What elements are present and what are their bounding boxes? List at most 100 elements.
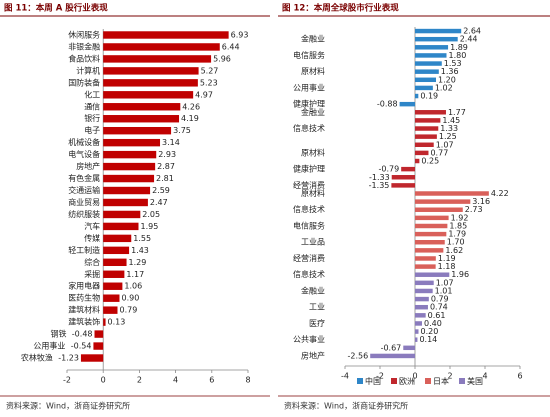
- bar: [103, 91, 194, 99]
- value-label: 0.79: [119, 306, 137, 315]
- value-label: 0.77: [430, 148, 448, 157]
- bar: [103, 43, 220, 51]
- value-label: 2.05: [142, 210, 160, 219]
- category-label: 电信服务: [293, 50, 325, 60]
- value-label: 1.92: [451, 213, 469, 222]
- bar: [103, 31, 229, 39]
- chart-title: 图 12：本周全球股市行业表现: [282, 3, 399, 14]
- bar: [103, 186, 151, 195]
- category-label: 银行: [84, 113, 100, 123]
- bar: [415, 329, 419, 334]
- x-tick-label: 6: [209, 376, 214, 385]
- bar: [103, 306, 118, 314]
- x-tick-label: 6: [517, 372, 522, 381]
- bar: [415, 288, 433, 294]
- bar: [415, 85, 433, 91]
- category-label: 采掘: [84, 269, 100, 279]
- category-label: 电气设备: [68, 149, 100, 159]
- legend-label: 中国: [365, 376, 381, 386]
- value-label: 2.93: [158, 150, 176, 159]
- category-label: 原材料: [301, 188, 325, 198]
- category-label: 钢铁: [51, 329, 67, 339]
- category-label: 通信: [84, 101, 100, 111]
- bar: [103, 115, 180, 123]
- value-label: 4.97: [195, 90, 213, 99]
- value-label: 0.25: [421, 157, 439, 166]
- bar: [415, 239, 445, 245]
- bar: [415, 296, 429, 302]
- category-label: 交通运输: [68, 185, 100, 195]
- value-label: 1.55: [133, 234, 151, 243]
- value-label: 0.40: [424, 319, 442, 328]
- value-label: 5.96: [213, 54, 231, 63]
- category-label: 房地产: [76, 161, 100, 171]
- bar: [103, 222, 139, 231]
- bar: [103, 234, 132, 243]
- category-label: 房地产: [301, 350, 325, 360]
- bar: [391, 183, 415, 188]
- category-label: 信息技术: [293, 269, 325, 279]
- category-label: 家用电器: [68, 281, 100, 291]
- value-label: 1.53: [444, 59, 462, 68]
- bar: [403, 345, 415, 351]
- category-label: 健康护理: [293, 164, 325, 174]
- value-label: 4.19: [181, 114, 199, 123]
- value-label: 4.22: [491, 189, 509, 198]
- category-label: 医药生物: [68, 293, 100, 303]
- bar: [415, 158, 420, 164]
- category-label: 食品饮料: [68, 53, 100, 63]
- x-tick-label: 4: [482, 372, 487, 381]
- value-label: 1.89: [450, 43, 468, 52]
- value-label: 1.06: [124, 282, 142, 291]
- value-label: 6.93: [231, 30, 249, 39]
- bar: [103, 150, 157, 159]
- bar: [415, 36, 458, 42]
- bar: [103, 79, 198, 87]
- category-label: 原材料: [301, 66, 325, 76]
- bar: [415, 110, 446, 115]
- bar: [415, 321, 422, 326]
- value-label: 3.16: [472, 197, 490, 206]
- bar: [415, 134, 437, 139]
- bar: [103, 294, 120, 302]
- value-label: 1.43: [131, 246, 149, 255]
- bar: [103, 162, 156, 171]
- bar: [415, 126, 439, 131]
- chart-title: 图 11：本周 A 股行业表现: [4, 3, 108, 14]
- bar: [415, 256, 436, 261]
- bar: [103, 126, 172, 135]
- category-label: 轻工制造: [68, 245, 100, 255]
- x-tick-label: 0: [412, 372, 417, 381]
- value-label: 4.26: [182, 102, 200, 111]
- bar: [370, 353, 415, 359]
- x-tick-label: 8: [245, 376, 250, 385]
- value-label: 1.70: [447, 238, 465, 247]
- category-label: 电子: [84, 125, 100, 135]
- category-label: 金融业: [301, 107, 325, 117]
- bar: [80, 354, 104, 362]
- value-label: -0.54: [71, 342, 92, 351]
- bar: [415, 191, 489, 196]
- value-label: 0.90: [121, 294, 139, 303]
- category-label: 建筑材料: [68, 305, 100, 315]
- x-tick-label: 2: [447, 372, 452, 381]
- bar: [103, 198, 148, 207]
- category-label: 工业: [309, 302, 325, 312]
- x-tick-label: -2: [376, 372, 384, 381]
- bar: [103, 318, 106, 326]
- bar: [103, 258, 127, 267]
- bar: [415, 304, 428, 310]
- category-label: 工业品: [301, 237, 325, 247]
- bar: [415, 264, 436, 269]
- value-label: 1.95: [140, 222, 158, 231]
- value-label: 1.29: [129, 258, 147, 267]
- bar: [399, 101, 415, 107]
- value-label: 0.74: [430, 303, 448, 312]
- value-label: 0.19: [420, 92, 438, 101]
- value-label: 0.61: [428, 311, 446, 320]
- category-label: 传媒: [84, 233, 100, 243]
- category-label: 健康护理: [293, 99, 325, 109]
- value-label: 1.01: [435, 286, 453, 295]
- value-label: 5.27: [201, 66, 219, 75]
- bar: [415, 280, 434, 286]
